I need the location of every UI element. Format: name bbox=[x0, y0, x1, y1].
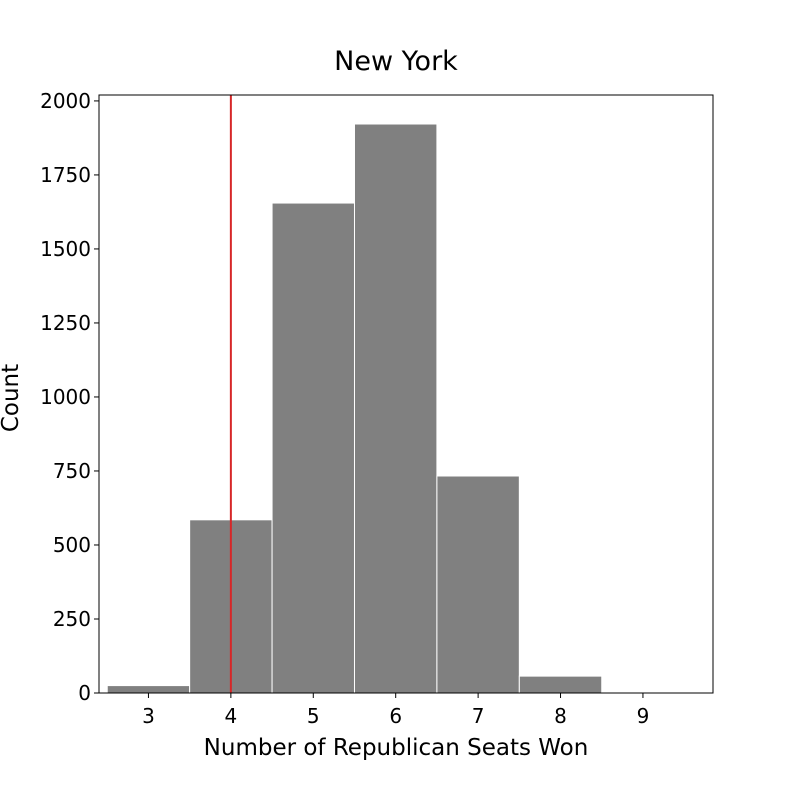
plot-area-frame bbox=[98, 94, 714, 694]
x-tick-label: 3 bbox=[142, 704, 155, 728]
bar-3 bbox=[106, 685, 191, 694]
y-axis-ticks: 0 250 500 750 1000 1250 1500 1750 2000 bbox=[40, 89, 99, 705]
chart-title: New York bbox=[334, 46, 458, 77]
y-tick-label: 2000 bbox=[40, 89, 91, 113]
y-tick-label: 1250 bbox=[40, 311, 91, 335]
y-tick-label: 1750 bbox=[40, 163, 91, 187]
x-tick-label: 4 bbox=[224, 704, 237, 728]
y-tick-label: 500 bbox=[53, 533, 91, 557]
y-tick-label: 0 bbox=[78, 681, 91, 705]
x-tick-label: 9 bbox=[637, 704, 650, 728]
bars-group bbox=[106, 123, 685, 694]
y-tick-label: 750 bbox=[53, 459, 91, 483]
y-tick-label: 1000 bbox=[40, 385, 91, 409]
bar-8 bbox=[518, 675, 603, 694]
y-axis-label: Count bbox=[0, 364, 24, 432]
x-tick-label: 5 bbox=[307, 704, 320, 728]
x-tick-label: 7 bbox=[472, 704, 485, 728]
bar-6 bbox=[353, 123, 438, 694]
bar-7 bbox=[436, 475, 520, 694]
x-tick-label: 6 bbox=[389, 704, 402, 728]
bar-5 bbox=[271, 202, 355, 694]
x-axis-label: Number of Republican Seats Won bbox=[204, 735, 589, 761]
x-tick-label: 8 bbox=[554, 704, 567, 728]
x-axis-ticks: 3 4 5 6 7 8 9 bbox=[142, 693, 649, 728]
y-tick-label: 1500 bbox=[40, 237, 91, 261]
y-tick-label: 250 bbox=[53, 607, 91, 631]
